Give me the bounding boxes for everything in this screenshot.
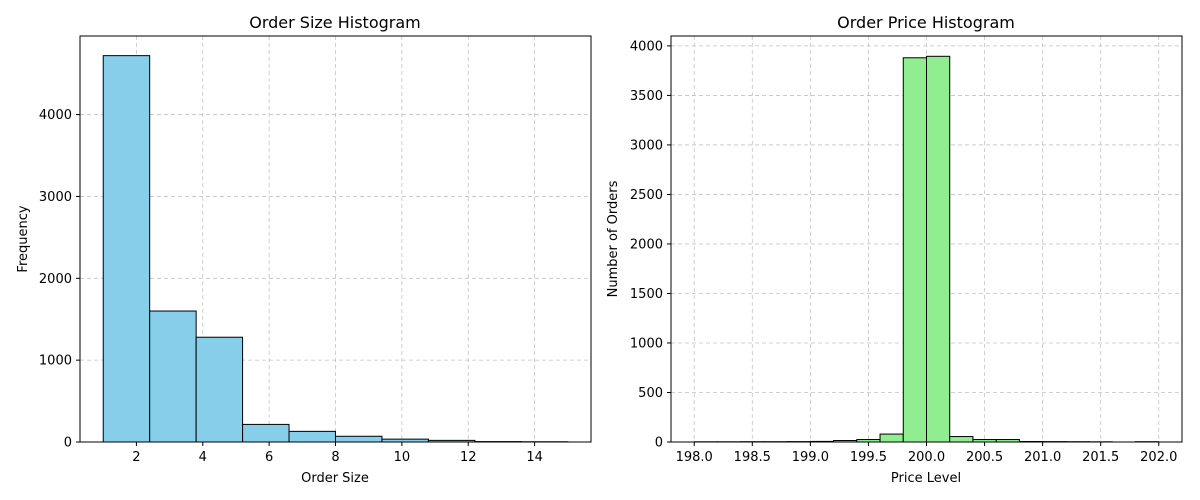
y-tick-label: 500 xyxy=(638,386,663,401)
y-tick-label: 1000 xyxy=(39,354,72,369)
y-tick-label: 3500 xyxy=(630,89,663,104)
x-tick-label: 4 xyxy=(199,450,207,465)
chart-title: Order Size Histogram xyxy=(249,13,420,32)
y-tick-label: 0 xyxy=(64,436,72,451)
y-tick-label: 0 xyxy=(655,436,663,451)
x-tick-label: 199.5 xyxy=(850,450,887,465)
y-tick-label: 2000 xyxy=(39,272,72,287)
x-tick-label: 201.5 xyxy=(1082,450,1119,465)
x-axis-label: Price Level xyxy=(891,471,961,486)
y-tick-label: 1500 xyxy=(630,287,663,302)
histogram-bar xyxy=(335,435,383,443)
y-tick-label: 2500 xyxy=(630,188,663,203)
y-axis-label: Frequency xyxy=(16,205,31,272)
x-tick-label: 14 xyxy=(526,450,543,465)
y-tick-label: 2000 xyxy=(630,237,663,252)
histogram-bar xyxy=(242,423,290,443)
y-tick-label: 1000 xyxy=(630,336,663,351)
bars xyxy=(102,55,569,443)
y-tick-label: 4000 xyxy=(630,39,663,54)
y-tick-label: 3000 xyxy=(39,190,72,205)
y-ticks: 0 500 1000 1500 2000 2500 3000 3500 4000 xyxy=(630,39,671,451)
chart-title: Order Price Histogram xyxy=(837,13,1015,32)
histogram-bar xyxy=(195,336,244,443)
x-tick-label: 8 xyxy=(331,450,339,465)
x-tick-label: 6 xyxy=(265,450,273,465)
y-axis-label: Number of Orders xyxy=(606,180,621,297)
y-ticks: 0 1000 2000 3000 4000 xyxy=(39,108,80,451)
x-tick-label: 200.5 xyxy=(966,450,1003,465)
x-axis-label: Order Size xyxy=(301,471,369,486)
histogram-bar xyxy=(288,430,336,443)
histogram-bar xyxy=(902,57,927,443)
chart-order-size: Order Size Histogram 2 4 6 8 10 12 14 0 1000 200… xyxy=(16,13,592,486)
histogram-bar xyxy=(149,310,197,443)
x-tick-label: 202.0 xyxy=(1140,450,1177,465)
y-tick-label: 4000 xyxy=(39,108,72,123)
histogram-bar xyxy=(926,55,951,443)
x-tick-label: 200.0 xyxy=(908,450,945,465)
x-tick-label: 198.5 xyxy=(734,450,771,465)
histogram-bar xyxy=(949,436,974,443)
x-ticks: 198.0 198.5 199.0 199.5 200.0 200.5 201.0 201.5… xyxy=(676,442,1177,465)
x-tick-label: 2 xyxy=(132,450,140,465)
x-tick-label: 201.0 xyxy=(1024,450,1061,465)
x-tick-label: 198.0 xyxy=(676,450,713,465)
x-tick-label: 199.0 xyxy=(792,450,829,465)
bars xyxy=(693,55,1160,443)
x-ticks: 2 4 6 8 10 12 14 xyxy=(132,442,543,465)
x-tick-label: 10 xyxy=(394,450,411,465)
x-tick-label: 12 xyxy=(460,450,477,465)
chart-order-price: Order Price Histogram 198.0 198.5 199.0 199… xyxy=(606,13,1183,486)
histogram-bar xyxy=(879,433,904,443)
y-tick-label: 3000 xyxy=(630,138,663,153)
histogram-bar xyxy=(102,55,151,443)
